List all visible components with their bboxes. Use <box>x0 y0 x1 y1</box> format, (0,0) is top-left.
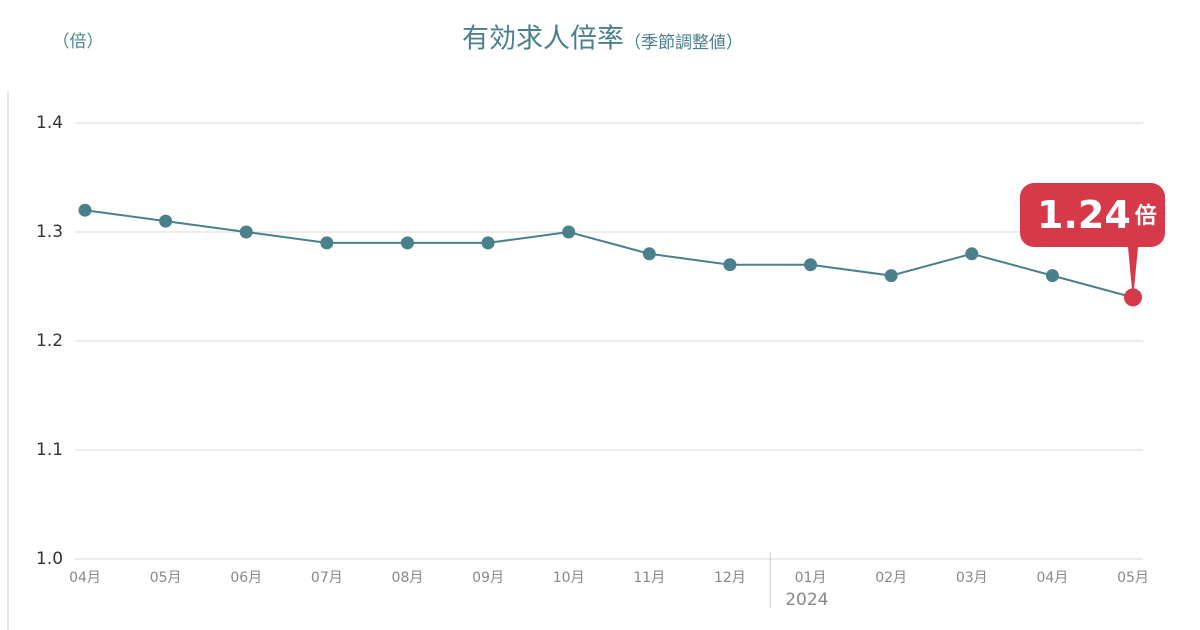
y-tick-label: 1.3 <box>36 222 63 242</box>
x-tick-label: 12月 <box>714 570 746 586</box>
x-tick-label: 09月 <box>472 570 504 586</box>
data-point <box>965 247 979 261</box>
data-point <box>804 258 818 272</box>
year-label: 2024 <box>785 590 828 610</box>
y-unit-label: （倍） <box>53 32 104 52</box>
x-tick-label: 11月 <box>633 570 665 586</box>
data-point <box>642 247 656 261</box>
y-tick-label: 1.0 <box>36 549 63 569</box>
data-point <box>562 225 576 239</box>
data-point <box>884 269 898 283</box>
data-point <box>481 236 495 250</box>
y-tick-label: 1.4 <box>36 113 63 133</box>
data-point <box>78 203 92 217</box>
x-tick-label: 04月 <box>69 570 101 586</box>
data-point <box>723 258 737 272</box>
callout-pointer <box>1128 247 1138 290</box>
x-tick-label: 10月 <box>553 570 585 586</box>
x-tick-label: 02月 <box>875 570 907 586</box>
callout-value: 1.24 <box>1037 193 1131 237</box>
x-tick-label: 08月 <box>392 570 424 586</box>
data-point <box>1045 269 1059 283</box>
chart-subtitle: （季節調整値） <box>624 33 743 53</box>
y-tick-label: 1.1 <box>36 440 63 460</box>
x-tick-label: 03月 <box>956 570 988 586</box>
data-point <box>239 225 253 239</box>
data-point <box>159 214 173 228</box>
x-tick-label: 04月 <box>1036 570 1068 586</box>
y-tick-label: 1.2 <box>36 331 63 351</box>
callout-label: 1.24 倍 <box>1037 193 1157 237</box>
x-tick-label: 05月 <box>1117 570 1149 586</box>
x-tick-label: 01月 <box>795 570 827 586</box>
callout-unit: 倍 <box>1135 203 1157 229</box>
data-point <box>1124 288 1142 307</box>
data-point <box>400 236 414 250</box>
x-tick-label: 05月 <box>150 570 182 586</box>
series-line <box>84 209 1134 299</box>
x-tick-label: 06月 <box>230 570 262 586</box>
callout-box <box>1020 183 1165 247</box>
data-point <box>320 236 334 250</box>
chart-title: 有効求人倍率 <box>462 24 624 55</box>
x-tick-label: 07月 <box>311 570 343 586</box>
